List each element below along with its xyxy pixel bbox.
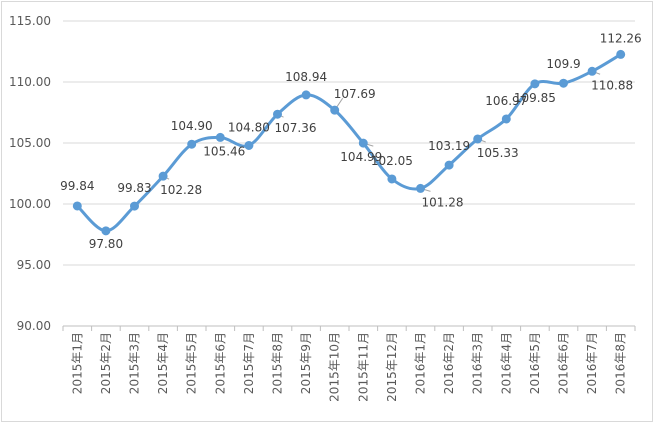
x-tick-label: 2015年3月	[128, 332, 142, 394]
data-label: 112.26	[600, 31, 642, 45]
data-point	[158, 171, 168, 181]
x-tick-labels: 2015年1月 2015年2月 2015年3月 2015年4月 2015年5月 2015年…	[70, 332, 627, 402]
x-tick-label: 2015年9月	[299, 332, 313, 394]
data-label: 107.36	[275, 121, 317, 135]
x-tick-label: 2015年10月	[328, 332, 342, 402]
data-point	[244, 140, 254, 150]
data-label: 102.05	[371, 154, 413, 168]
x-tick-label: 2015年8月	[271, 332, 285, 394]
y-tick-label: 95.00	[17, 258, 51, 272]
y-tick-label: 90.00	[17, 319, 51, 333]
x-tick-label: 2015年12月	[385, 332, 399, 402]
data-label: 102.28	[160, 183, 202, 197]
data-labels: 99.84 97.80 99.83 102.28 104.90 105.46 104.80 1…	[60, 31, 642, 250]
x-tick-label: 2016年7月	[585, 332, 599, 394]
data-point	[72, 201, 82, 211]
x-tick-label: 2015年4月	[156, 332, 170, 394]
data-label: 109.85	[514, 91, 556, 105]
x-tick-label: 2015年6月	[213, 332, 227, 394]
x-tick-label: 2015年11月	[356, 332, 370, 402]
data-label: 104.99	[340, 150, 382, 164]
data-label: 101.28	[422, 195, 464, 209]
data-label: 110.88	[591, 78, 633, 92]
x-tick-label: 2015年2月	[99, 332, 113, 394]
data-label: 106.97	[485, 94, 527, 108]
data-point	[587, 66, 597, 76]
x-tick-label: 2016年5月	[528, 332, 542, 394]
data-label: 105.33	[477, 146, 519, 160]
data-point	[187, 139, 197, 149]
gridlines	[63, 20, 635, 266]
data-point	[301, 90, 311, 100]
data-point	[473, 134, 483, 144]
x-tick-label: 2016年1月	[414, 332, 428, 394]
y-tick-label: 115.00	[9, 14, 51, 28]
y-tick-label: 105.00	[9, 136, 51, 150]
data-point	[130, 201, 139, 211]
axes	[62, 325, 636, 331]
data-point	[101, 226, 111, 236]
y-tick-label: 110.00	[9, 75, 51, 89]
data-label: 97.80	[89, 237, 123, 251]
data-label: 99.83	[117, 181, 151, 195]
data-point	[215, 132, 225, 142]
data-point	[273, 109, 282, 119]
data-label: 107.69	[334, 87, 376, 101]
x-tick-label: 2015年7月	[242, 332, 256, 394]
x-tick-label: 2016年8月	[614, 332, 628, 394]
data-label: 104.80	[228, 120, 270, 134]
data-label: 103.19	[428, 139, 470, 153]
data-label: 109.9	[546, 57, 580, 71]
y-tick-label: 100.00	[9, 197, 51, 211]
data-label: 99.84	[60, 179, 94, 193]
x-tick-label: 2016年4月	[499, 332, 513, 394]
x-tick-label: 2015年5月	[185, 332, 199, 394]
data-points	[72, 49, 626, 236]
data-point	[416, 183, 425, 193]
data-label: 108.94	[285, 70, 327, 84]
data-point	[530, 79, 540, 89]
data-point	[330, 105, 340, 115]
data-label: 105.46	[203, 144, 245, 158]
data-point	[559, 78, 568, 88]
data-point	[387, 174, 397, 184]
data-label: 104.90	[171, 119, 213, 133]
data-point	[616, 49, 626, 59]
data-point	[358, 138, 368, 148]
x-tick-label: 2016年6月	[557, 332, 571, 394]
data-point	[501, 114, 511, 124]
x-tick-label: 2015年1月	[70, 332, 84, 394]
x-tick-label: 2016年3月	[471, 332, 485, 394]
data-point	[444, 160, 454, 170]
x-tick-label: 2016年2月	[442, 332, 456, 394]
y-tick-labels: 90.00 95.00 100.00 105.00 110.00 115.00	[9, 14, 51, 333]
